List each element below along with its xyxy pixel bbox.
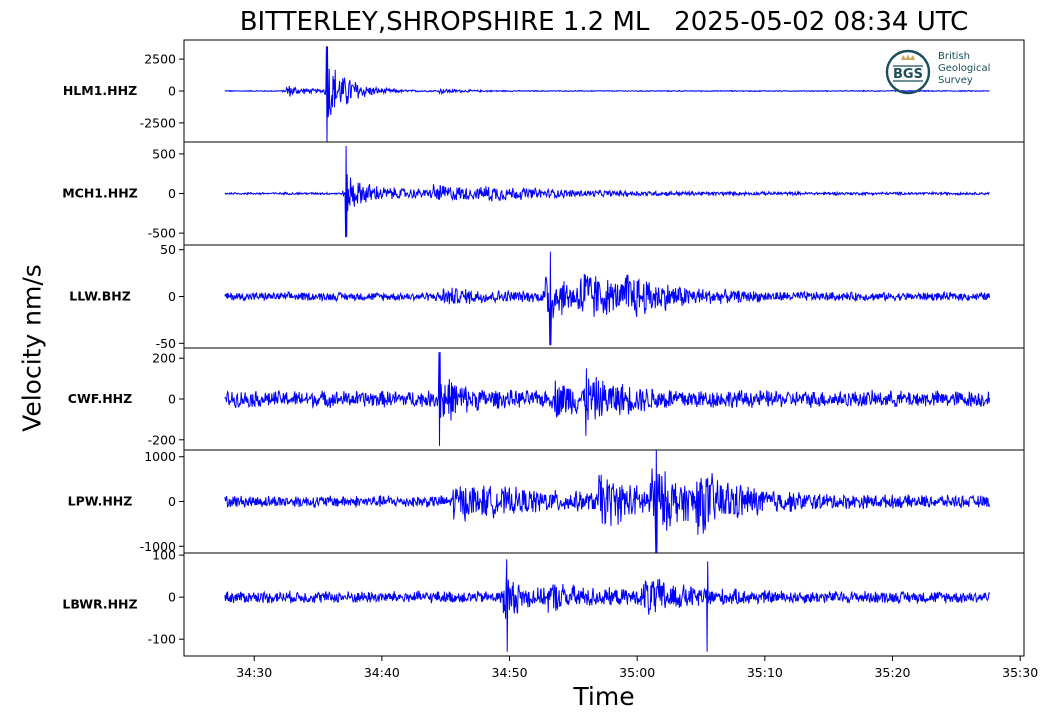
x-tick-label: 35:00 [619, 665, 655, 680]
y-tick-label: -50 [156, 336, 176, 351]
waveform-trace-lbwr-hhz [224, 559, 990, 652]
y-tick-label: -100 [148, 632, 176, 647]
station-label: HLM1.HHZ [63, 83, 137, 98]
bgs-logo-line2: Geological [938, 63, 991, 74]
y-tick-label: 0 [168, 84, 176, 99]
panel-frame-5 [183, 552, 1025, 657]
y-tick-label: 0 [168, 186, 176, 201]
bgs-logo-abbrev: BGS [893, 67, 923, 82]
waveform-trace-cwf-hhz [224, 352, 990, 446]
crown-icon [901, 54, 915, 60]
waveform-trace-mch1-hhz [224, 145, 990, 238]
bgs-logo-line3: Survey [938, 75, 973, 86]
y-tick-label: -2500 [140, 115, 176, 130]
x-tick-label: 34:50 [492, 665, 528, 680]
y-tick-label: 1000 [144, 449, 176, 464]
waveform-trace-lpw-hhz [224, 450, 990, 553]
y-tick-label: 200 [152, 351, 176, 366]
y-tick-label: 2500 [144, 52, 176, 67]
station-label: LBWR.HHZ [62, 597, 137, 612]
station-label: MCH1.HHZ [62, 186, 138, 201]
x-tick-label: 34:40 [364, 665, 400, 680]
x-tick-label: 35:30 [1002, 665, 1038, 680]
y-tick-label: 0 [168, 289, 176, 304]
x-tick-label: 34:30 [236, 665, 272, 680]
station-label: LLW.BHZ [69, 289, 131, 304]
waveform-trace-llw-bhz [224, 251, 990, 346]
y-tick-label: -1000 [140, 539, 176, 554]
station-label: CWF.HHZ [68, 391, 132, 406]
bgs-logo-mark: BGS [885, 49, 931, 95]
waveform-trace-hlm1-hhz [224, 46, 990, 142]
x-tick-label: 35:10 [747, 665, 783, 680]
y-tick-label: 100 [152, 548, 176, 563]
bgs-logo-ring [885, 49, 931, 95]
y-tick-label: 0 [168, 494, 176, 509]
y-tick-label: 0 [168, 392, 176, 407]
bgs-logo: BGS British Geological Survey [884, 48, 1010, 98]
y-tick-label: 500 [152, 146, 176, 161]
y-tick-label: -500 [148, 226, 176, 241]
x-tick-label: 35:20 [874, 665, 910, 680]
bgs-logo-line1: British [938, 51, 970, 62]
chart-title: BITTERLEY,SHROPSHIRE 1.2 ML 2025-05-02 0… [239, 7, 969, 37]
x-axis-label: Time [573, 682, 635, 711]
bgs-logo-name: British Geological Survey [938, 51, 990, 87]
y-tick-label: -200 [148, 432, 176, 447]
station-label: LPW.HHZ [68, 494, 133, 509]
y-tick-label: 50 [160, 242, 176, 257]
y-tick-label: 0 [168, 590, 176, 605]
